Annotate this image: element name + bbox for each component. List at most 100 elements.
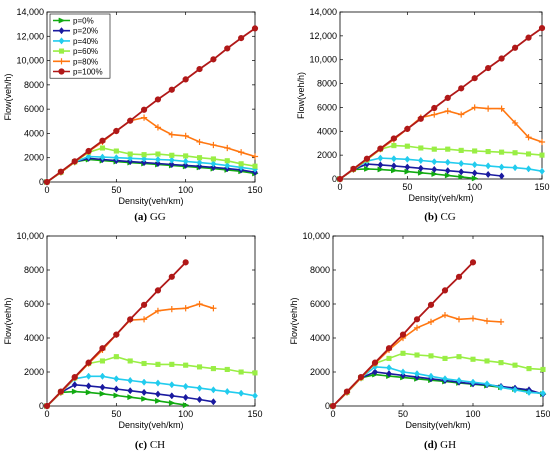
- data-point: [210, 163, 217, 172]
- data-point: [71, 381, 78, 389]
- data-point: [251, 153, 259, 160]
- data-point: [417, 164, 424, 172]
- data-point: [141, 388, 147, 396]
- data-point: [498, 360, 504, 366]
- data-point: [499, 149, 505, 155]
- data-point: [526, 366, 532, 372]
- data-point: [512, 150, 518, 156]
- y-tick-label: 4000: [24, 128, 44, 138]
- legend-marker: [58, 17, 66, 24]
- data-point: [210, 366, 216, 372]
- data-point: [141, 360, 147, 367]
- data-point: [458, 168, 465, 176]
- data-point: [182, 161, 189, 169]
- data-point: [182, 76, 189, 83]
- panel-gh: 0 2000 4000 6000 8000 10,000 0 50 100 150 Density(…: [289, 231, 550, 451]
- data-point: [210, 141, 217, 149]
- data-point: [431, 111, 438, 118]
- data-point: [417, 115, 424, 122]
- y-tick-label: 6000: [310, 299, 330, 309]
- legend-label: p=40%: [73, 37, 98, 46]
- data-point: [485, 170, 492, 179]
- data-point: [390, 155, 397, 163]
- series-line: [46, 27, 256, 183]
- data-point: [485, 64, 492, 72]
- legend-marker: [58, 68, 65, 75]
- data-point: [113, 127, 120, 135]
- y-tick-label: 0: [325, 401, 330, 411]
- x-tick-label: 0: [44, 409, 49, 419]
- y-tick-label: 12,000: [16, 31, 44, 41]
- data-point: [113, 385, 120, 393]
- x-tick-label: 100: [178, 185, 193, 195]
- data-point: [498, 172, 505, 180]
- y-tick-label: 8000: [24, 80, 44, 90]
- y-tick-label: 2000: [317, 150, 337, 160]
- data-point: [99, 372, 106, 380]
- data-point: [99, 145, 106, 151]
- data-point: [526, 388, 532, 396]
- data-point: [127, 387, 134, 395]
- data-point: [169, 361, 175, 367]
- data-point: [168, 156, 175, 164]
- data-point: [127, 154, 134, 162]
- data-point: [99, 345, 106, 352]
- data-point: [182, 402, 190, 409]
- data-point: [71, 374, 78, 381]
- data-point: [168, 306, 175, 313]
- y-tick-label: 8000: [317, 79, 337, 89]
- data-point: [414, 352, 420, 358]
- y-tick-label: 6000: [24, 104, 44, 114]
- data-point: [428, 353, 434, 359]
- data-point: [238, 389, 245, 397]
- data-point: [377, 161, 384, 169]
- data-point: [224, 366, 230, 372]
- data-point: [458, 159, 465, 168]
- data-point: [99, 358, 106, 364]
- data-point: [238, 369, 244, 375]
- data-point: [540, 366, 546, 372]
- data-point: [141, 395, 148, 402]
- data-point: [196, 162, 203, 170]
- data-point: [343, 388, 351, 395]
- data-point: [456, 354, 462, 360]
- data-point: [336, 175, 344, 183]
- x-tick-label: 100: [465, 409, 480, 419]
- data-point: [113, 392, 121, 399]
- y-tick-label: 4000: [317, 126, 337, 136]
- y-axis-label: Flow(veh/h): [296, 72, 306, 119]
- data-point: [431, 104, 438, 112]
- series-line: [46, 375, 256, 407]
- data-point: [371, 359, 379, 366]
- data-point: [441, 311, 449, 319]
- data-point: [428, 372, 434, 380]
- data-point: [210, 56, 217, 63]
- series-p=40%: [337, 154, 545, 183]
- data-point: [183, 362, 189, 368]
- series-line: [339, 157, 543, 180]
- x-axis-label: Density(veh/km): [118, 420, 183, 430]
- data-point: [196, 364, 203, 370]
- data-point: [525, 34, 532, 41]
- legend: p=0%p=20%p=40%p=60%p=80% p=100%: [49, 13, 111, 79]
- data-point: [390, 135, 397, 142]
- data-point: [99, 383, 106, 391]
- y-tick-label: 2000: [24, 367, 44, 377]
- data-point: [182, 259, 189, 266]
- data-point: [538, 25, 546, 32]
- data-point: [183, 153, 189, 159]
- data-point: [413, 324, 421, 331]
- data-point: [444, 107, 451, 115]
- data-point: [445, 146, 451, 152]
- x-tick-label: 50: [111, 409, 121, 419]
- data-point: [238, 35, 245, 42]
- data-point: [140, 114, 148, 121]
- data-point: [485, 162, 492, 170]
- data-point: [455, 273, 463, 280]
- data-point: [485, 105, 492, 112]
- y-tick-label: 10,000: [16, 56, 44, 66]
- data-point: [252, 370, 258, 376]
- data-point: [458, 85, 465, 92]
- data-point: [484, 358, 490, 364]
- legend-box: [49, 13, 111, 79]
